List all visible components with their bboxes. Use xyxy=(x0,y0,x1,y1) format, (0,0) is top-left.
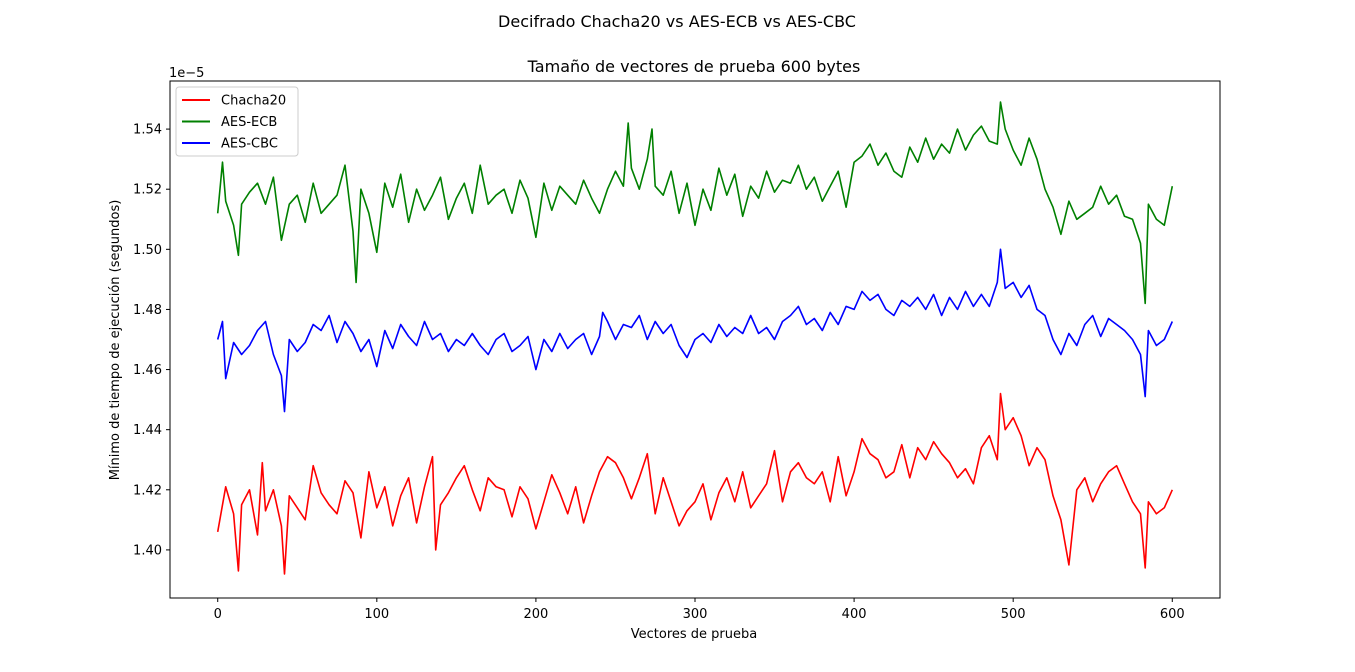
y-tick-label: 1.40 xyxy=(133,543,162,558)
y-tick-label: 1.44 xyxy=(133,423,162,438)
x-axis-ticks: 0 100 200 300 400 500 600 xyxy=(214,598,1185,622)
legend-label: Chacha20 xyxy=(221,94,286,109)
y-tick-label: 1.48 xyxy=(133,303,162,318)
x-axis-label: Vectores de prueba xyxy=(631,627,757,642)
series-line-chacha20 xyxy=(216,392,1174,575)
x-tick-label: 100 xyxy=(364,607,389,622)
x-tick-label: 400 xyxy=(842,607,867,622)
y-tick-label: 1.42 xyxy=(133,483,162,498)
legend-label: AES-CBC xyxy=(221,137,278,152)
series-layer xyxy=(216,101,1174,575)
legend-frame xyxy=(175,86,299,157)
chart-title: Tamaño de vectores de prueba 600 bytes xyxy=(527,57,861,76)
x-tick-label: 0 xyxy=(214,607,222,622)
chart-suptitle: Decifrado Chacha20 vs AES-ECB vs AES-CBC xyxy=(498,12,856,31)
legend: Chacha20 AES-ECB AES-CBC xyxy=(175,86,299,157)
legend-label: AES-ECB xyxy=(221,115,277,130)
series-line-aes-ecb xyxy=(216,101,1174,305)
series-line-aes-cbc xyxy=(216,248,1174,413)
x-tick-label: 300 xyxy=(683,607,708,622)
y-tick-label: 1.52 xyxy=(133,183,162,198)
y-tick-label: 1.50 xyxy=(133,243,162,258)
y-tick-label: 1.46 xyxy=(133,363,162,378)
y-axis-label: Mínimo de tiempo de ejecución (segundos) xyxy=(108,200,123,481)
x-tick-label: 200 xyxy=(523,607,548,622)
x-tick-label: 500 xyxy=(1001,607,1026,622)
x-tick-label: 600 xyxy=(1160,607,1185,622)
y-offset-label: 1e−5 xyxy=(169,66,204,81)
y-axis-ticks: 1.40 1.42 1.44 1.46 1.48 1.50 1.52 1.54 xyxy=(133,123,170,558)
y-tick-label: 1.54 xyxy=(133,123,162,138)
